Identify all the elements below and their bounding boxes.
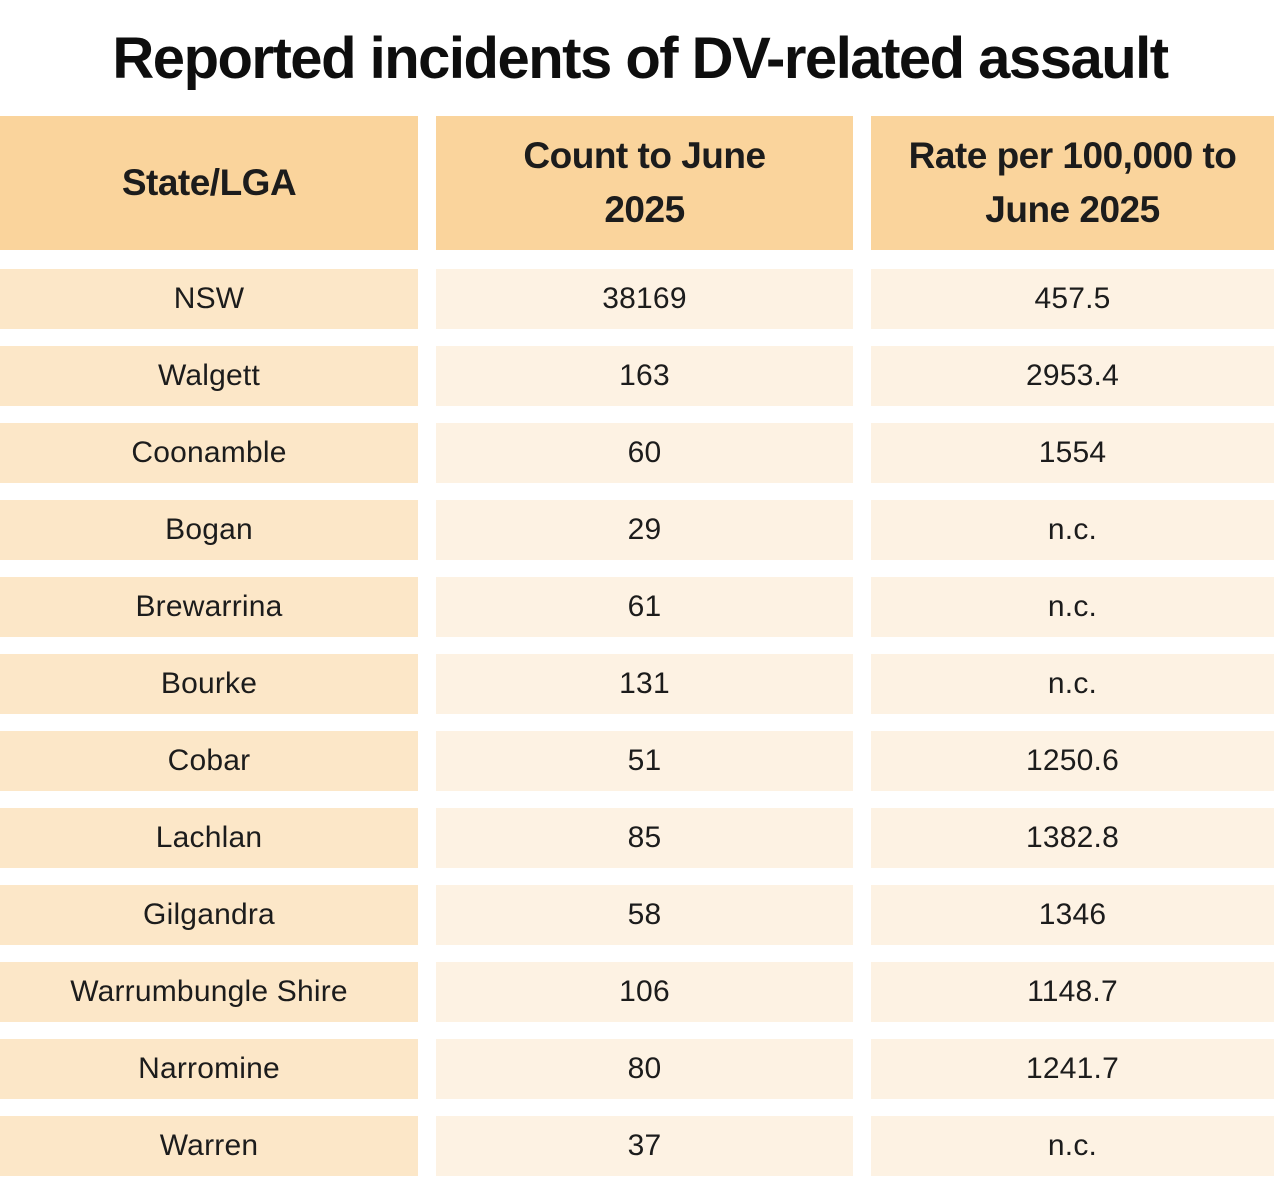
column-header-count: Count to June 2025 [436,115,853,250]
row-count-cell: 38169 [436,268,853,329]
row-lga-cell: Gilgandra [0,884,418,945]
row-lga-cell: Warren [0,1115,418,1176]
row-count-cell: 58 [436,884,853,945]
row-lga-cell: Bourke [0,653,418,714]
row-count-cell: 163 [436,345,853,406]
row-count-cell: 131 [436,653,853,714]
row-count-cell: 29 [436,499,853,560]
page-title: Reported incidents of DV-related assault [112,26,1169,91]
row-rate-cell: 1148.7 [871,961,1274,1022]
table-header-row: State/LGA Count to June 2025 Rate per 10… [0,115,1274,250]
row-rate-cell: 1554 [871,422,1274,483]
row-rate-cell: n.c. [871,1115,1274,1176]
row-lga-cell: Narromine [0,1038,418,1099]
row-lga-cell: NSW [0,268,418,329]
row-lga-cell: Warrumbungle Shire [0,961,418,1022]
row-lga-cell: Coonamble [0,422,418,483]
row-count-cell: 37 [436,1115,853,1176]
row-rate-cell: 1250.6 [871,730,1274,791]
row-rate-cell: 2953.4 [871,345,1274,406]
column-header-rate: Rate per 100,000 to June 2025 [871,115,1274,250]
row-count-cell: 60 [436,422,853,483]
row-rate-cell: n.c. [871,653,1274,714]
row-lga-cell: Bogan [0,499,418,560]
row-rate-cell: 1241.7 [871,1038,1274,1099]
column-header-state-lga: State/LGA [0,115,418,250]
row-count-cell: 51 [436,730,853,791]
row-count-cell: 85 [436,807,853,868]
row-rate-cell: 457.5 [871,268,1274,329]
row-count-cell: 80 [436,1038,853,1099]
row-lga-cell: Walgett [0,345,418,406]
row-count-cell: 106 [436,961,853,1022]
row-rate-cell: n.c. [871,499,1274,560]
table-body: NSW 38169 457.5 Walgett 163 2953.4 Coona… [0,268,1274,1176]
row-lga-cell: Cobar [0,730,418,791]
row-rate-cell: 1382.8 [871,807,1274,868]
row-count-cell: 61 [436,576,853,637]
row-rate-cell: 1346 [871,884,1274,945]
row-rate-cell: n.c. [871,576,1274,637]
row-lga-cell: Brewarrina [0,576,418,637]
row-lga-cell: Lachlan [0,807,418,868]
